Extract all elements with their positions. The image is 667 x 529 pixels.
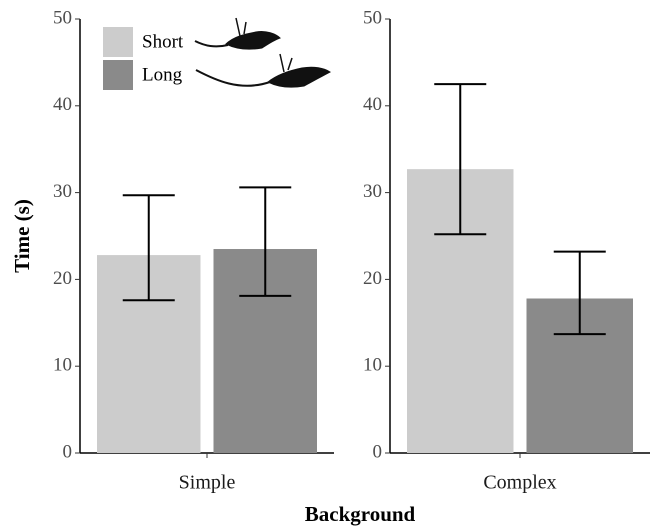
x-axis-title: Background [305,502,416,526]
legend-swatch [103,27,133,57]
legend-label: Long [142,64,183,85]
y-tick-label: 10 [363,355,382,376]
y-tick-label: 10 [53,355,72,376]
y-tick-label: 30 [53,181,72,202]
legend-swatch [103,60,133,90]
y-tick-label: 0 [373,441,383,462]
y-tick-label: 20 [53,268,72,289]
legend-label: Short [142,31,184,52]
x-tick-label: Simple [179,472,236,494]
y-tick-label: 40 [53,94,72,115]
legend-icons [194,17,331,88]
y-tick-label: 0 [63,441,73,462]
y-axis-title: Time (s) [10,199,34,273]
y-tick-label: 50 [53,7,72,28]
y-tick-label: 40 [363,94,382,115]
x-tick-label: Complex [483,472,556,494]
y-tick-label: 30 [363,181,382,202]
y-tick-label: 20 [363,268,382,289]
y-tick-label: 50 [363,7,382,28]
